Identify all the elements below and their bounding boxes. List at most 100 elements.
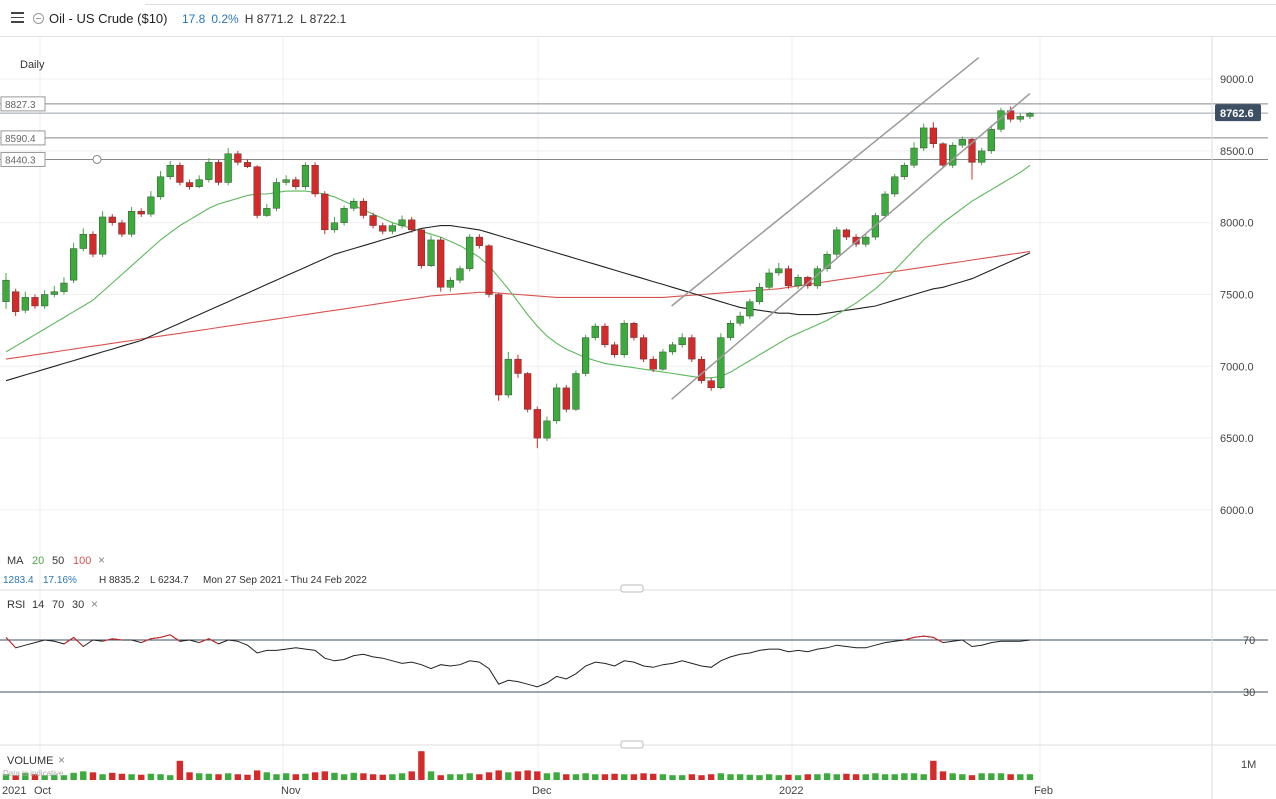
candle-body[interactable] (185, 182, 194, 187)
candle-body[interactable] (60, 282, 68, 292)
candle-body[interactable] (166, 165, 174, 177)
candle-body[interactable] (417, 229, 425, 266)
candle-body[interactable] (668, 344, 677, 353)
candle-body[interactable] (89, 233, 97, 255)
ma-close-icon[interactable]: × (98, 553, 105, 567)
candle-body[interactable] (456, 268, 464, 281)
candle-body[interactable] (41, 294, 49, 307)
candle-body[interactable] (601, 325, 609, 345)
candle-body[interactable] (804, 277, 812, 287)
candle-body[interactable] (533, 409, 541, 439)
candle-body[interactable] (572, 373, 580, 410)
candle-body[interactable] (514, 358, 522, 374)
candle-body[interactable] (466, 236, 474, 269)
candle-body[interactable] (301, 165, 310, 187)
candle-body[interactable] (833, 229, 841, 255)
candle-body[interactable] (350, 200, 358, 209)
candle-body[interactable] (823, 254, 831, 269)
candle-body[interactable] (427, 239, 435, 266)
candle-body[interactable] (678, 337, 686, 345)
candle-body[interactable] (784, 268, 793, 287)
candle-body[interactable] (156, 176, 165, 198)
candle-body[interactable] (12, 291, 20, 312)
candle-body[interactable] (949, 144, 957, 166)
candle-body[interactable] (2, 279, 10, 302)
candle-body[interactable] (118, 222, 126, 235)
candle-body[interactable] (21, 297, 29, 311)
candle-body[interactable] (282, 179, 290, 183)
candle-body[interactable] (475, 236, 483, 246)
candle-body[interactable] (726, 323, 735, 338)
candle-body[interactable] (543, 420, 551, 439)
candle-body[interactable] (852, 236, 860, 245)
candle-body[interactable] (929, 127, 937, 144)
candle-body[interactable] (437, 239, 445, 288)
candle-body[interactable] (997, 110, 1005, 130)
candle-body[interactable] (127, 211, 136, 235)
candle-body[interactable] (775, 268, 783, 274)
candle-body[interactable] (195, 179, 203, 187)
candle-body[interactable] (214, 162, 223, 183)
candle-body[interactable] (31, 297, 39, 307)
candle-body[interactable] (311, 165, 319, 195)
trend-channel-upper[interactable] (671, 56, 980, 307)
candle-body[interactable] (639, 337, 648, 360)
candle-body[interactable] (659, 351, 667, 370)
volume-close-icon[interactable]: × (58, 753, 65, 767)
candle-body[interactable] (707, 380, 715, 389)
candle-body[interactable] (524, 373, 532, 410)
candle-body[interactable] (398, 219, 406, 226)
candle-body[interactable] (717, 337, 725, 389)
candle-body[interactable] (978, 150, 986, 163)
candle-body[interactable] (900, 165, 908, 177)
candle-body[interactable] (446, 279, 454, 288)
candle-body[interactable] (379, 225, 387, 232)
candle-body[interactable] (272, 182, 281, 209)
candle-body[interactable] (70, 248, 78, 281)
candle-body[interactable] (243, 162, 252, 167)
candle-body[interactable] (610, 344, 619, 356)
candle-body[interactable] (330, 222, 339, 231)
candle-body[interactable] (968, 139, 976, 163)
candle-body[interactable] (620, 323, 628, 356)
candle-body[interactable] (321, 193, 329, 231)
candle-body[interactable] (582, 337, 590, 374)
candle-body[interactable] (987, 129, 995, 152)
candle-body[interactable] (688, 337, 696, 360)
panel-resize-handle[interactable] (620, 740, 644, 749)
candle-body[interactable] (794, 277, 802, 287)
candle-body[interactable] (562, 387, 570, 410)
candle-body[interactable] (504, 358, 512, 396)
candle-body[interactable] (50, 291, 58, 295)
candle-body[interactable] (697, 358, 706, 381)
candle-body[interactable] (630, 323, 638, 338)
candle-body[interactable] (910, 147, 918, 166)
candle-body[interactable] (359, 200, 368, 216)
candle-body[interactable] (1026, 112, 1034, 117)
candle-body[interactable] (263, 208, 271, 216)
candle-body[interactable] (920, 127, 928, 149)
candle-body[interactable] (369, 215, 377, 226)
panel-resize-handle[interactable] (620, 584, 644, 593)
level-drag-handle[interactable] (92, 154, 102, 164)
candle-body[interactable] (862, 236, 870, 245)
candle-body[interactable] (147, 196, 155, 215)
hamburger-menu-icon[interactable] (11, 12, 24, 23)
candle-body[interactable] (765, 272, 773, 288)
candle-body[interactable] (224, 153, 232, 183)
candle-body[interactable] (108, 216, 116, 223)
candle-body[interactable] (842, 229, 851, 238)
candle-body[interactable] (495, 294, 503, 396)
candle-body[interactable] (340, 208, 348, 223)
candle-body[interactable] (485, 245, 493, 295)
candle-body[interactable] (98, 216, 107, 255)
candle-body[interactable] (388, 225, 397, 232)
candle-body[interactable] (939, 143, 947, 166)
circle-minus-icon[interactable] (33, 13, 44, 24)
candle-body[interactable] (176, 165, 184, 183)
candle-body[interactable] (408, 219, 416, 231)
candle-body[interactable] (736, 315, 744, 324)
candle-body[interactable] (137, 211, 145, 215)
candle-body[interactable] (881, 193, 889, 216)
